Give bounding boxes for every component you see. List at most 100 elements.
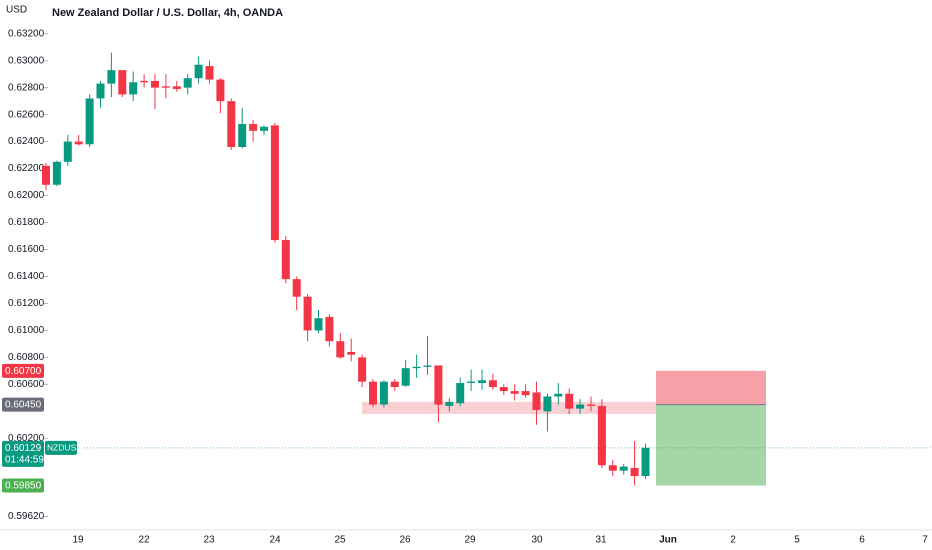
candle-body bbox=[554, 393, 563, 397]
candle-body bbox=[565, 393, 574, 409]
x-tick-label: 19 bbox=[72, 535, 84, 546]
candle-body bbox=[183, 78, 192, 88]
candle-body bbox=[456, 383, 465, 404]
candle-body bbox=[412, 366, 421, 369]
candle-body bbox=[129, 82, 138, 95]
x-tick-label: 7 bbox=[922, 535, 928, 546]
currency: USD bbox=[6, 5, 27, 16]
stop-badge bbox=[2, 363, 44, 378]
candle-body bbox=[118, 70, 127, 95]
candle-body bbox=[630, 467, 639, 477]
candle-body bbox=[543, 396, 552, 412]
candle-body bbox=[63, 141, 72, 162]
candle-body bbox=[151, 80, 159, 88]
candle-body bbox=[281, 240, 290, 280]
y-tick-label: 0.62800 bbox=[8, 82, 45, 93]
candle-body bbox=[172, 86, 181, 90]
target-area bbox=[656, 404, 766, 486]
candle-body bbox=[390, 381, 399, 388]
current-price-label: 0.60129 bbox=[5, 443, 42, 454]
candle-body bbox=[216, 79, 225, 102]
countdown-label: 01:44:59 bbox=[5, 455, 44, 466]
symbol-badge bbox=[45, 440, 77, 455]
candle-body bbox=[521, 391, 530, 396]
candle-body bbox=[194, 64, 203, 79]
x-tick-label: Jun bbox=[659, 535, 677, 546]
candle-body bbox=[488, 380, 497, 388]
candle-body bbox=[608, 465, 617, 471]
y-tick-label: 0.62200 bbox=[8, 163, 45, 174]
candle-body bbox=[467, 381, 476, 384]
candle-body bbox=[96, 83, 105, 99]
x-tick-label: 30 bbox=[531, 535, 543, 546]
chart-title: New Zealand Dollar / U.S. Dollar, 4h, OA… bbox=[52, 7, 283, 19]
y-tick-label: 0.61000 bbox=[8, 325, 45, 336]
candle-body bbox=[52, 161, 61, 185]
target-badge bbox=[2, 478, 44, 493]
candle-body bbox=[336, 341, 345, 358]
candle-body bbox=[423, 365, 432, 367]
candle-body bbox=[42, 165, 50, 185]
symbol-label: NZDUSD bbox=[47, 443, 82, 453]
stop-area bbox=[656, 370, 766, 405]
y-tick-label: 0.63000 bbox=[8, 55, 45, 66]
x-tick-label: 2 bbox=[730, 535, 736, 546]
x-tick-label: 29 bbox=[464, 535, 476, 546]
y-tick-label: 0.61400 bbox=[8, 271, 45, 282]
x-tick-label: 22 bbox=[138, 535, 150, 546]
x-tick-label: 25 bbox=[334, 535, 346, 546]
candle-body bbox=[303, 296, 312, 331]
y-tick-label: 0.61200 bbox=[8, 298, 45, 309]
x-tick-label: 31 bbox=[595, 535, 607, 546]
candle-body bbox=[434, 365, 443, 405]
candle-body bbox=[358, 357, 367, 382]
target-badge-label: 0.59850 bbox=[5, 481, 42, 492]
y-tick-label: 0.59620 bbox=[8, 511, 45, 522]
y-tick-label: 0.60800 bbox=[8, 352, 45, 363]
y-tick-label: 0.62400 bbox=[8, 136, 45, 147]
candle-body bbox=[499, 387, 508, 392]
candle-body bbox=[161, 86, 170, 88]
candle-body bbox=[260, 126, 268, 131]
candle-body bbox=[227, 101, 236, 147]
candle-body bbox=[74, 141, 83, 145]
candle-body bbox=[85, 98, 94, 145]
candle-body bbox=[597, 405, 606, 466]
y-tick-label: 0.63200 bbox=[8, 28, 45, 39]
candle-body bbox=[292, 279, 301, 297]
candle-body bbox=[510, 391, 519, 394]
candle-body bbox=[140, 80, 149, 83]
candle-body bbox=[619, 466, 628, 471]
candle-body bbox=[238, 124, 247, 147]
stop-badge-label: 0.60700 bbox=[5, 366, 42, 377]
y-tick-label: 0.60200 bbox=[8, 433, 45, 444]
candle-body bbox=[478, 380, 486, 384]
candle-body bbox=[641, 447, 650, 477]
candle-body bbox=[347, 351, 356, 355]
candle-body bbox=[314, 318, 323, 331]
x-tick-label: 23 bbox=[203, 535, 215, 546]
x-tick-label: 26 bbox=[399, 535, 411, 546]
y-tick-label: 0.62000 bbox=[8, 190, 45, 201]
candle-body bbox=[205, 66, 214, 80]
candle-body bbox=[325, 316, 334, 342]
x-tick-label: 6 bbox=[859, 535, 865, 546]
y-tick-label: 0.60600 bbox=[8, 379, 45, 390]
y-tick-label: 0.61800 bbox=[8, 217, 45, 228]
y-tick-label: 0.62600 bbox=[8, 109, 45, 120]
entry-badge-label: 0.60450 bbox=[5, 400, 42, 411]
candle-body bbox=[107, 70, 116, 84]
current-badge bbox=[2, 440, 44, 467]
entry-badge bbox=[2, 397, 44, 412]
candle-body bbox=[379, 381, 388, 405]
x-tick-label: 5 bbox=[794, 535, 800, 546]
candle-body bbox=[445, 401, 454, 406]
candle-body bbox=[587, 404, 595, 406]
x-tick-label: 24 bbox=[269, 535, 281, 546]
candle-body bbox=[369, 381, 377, 405]
candle-body bbox=[249, 124, 258, 131]
y-tick-label: 0.61600 bbox=[8, 244, 45, 255]
candle-body bbox=[270, 125, 279, 241]
